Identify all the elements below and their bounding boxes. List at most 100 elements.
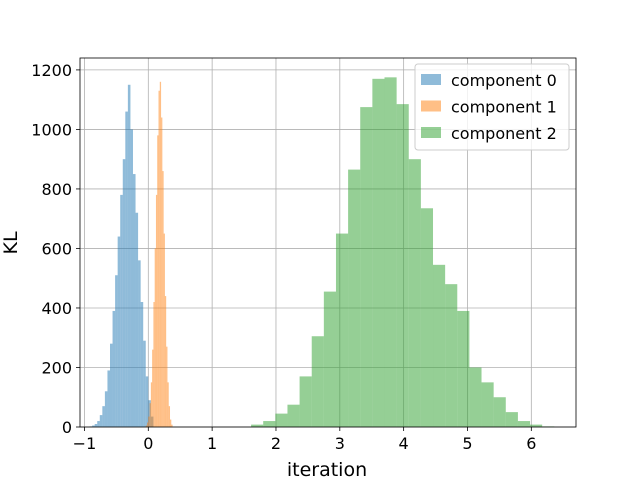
series-1-bars xyxy=(145,81,173,428)
histogram-bar xyxy=(148,400,151,427)
histogram-bar xyxy=(149,403,151,427)
histogram-bar xyxy=(469,367,482,427)
y-tick-label: 0 xyxy=(62,418,72,437)
legend-swatch xyxy=(421,127,441,138)
y-tick-label: 400 xyxy=(41,299,72,318)
histogram-bar xyxy=(135,212,139,427)
histogram-bar xyxy=(530,424,543,427)
histogram-bar xyxy=(360,107,373,428)
histogram-bar xyxy=(159,81,162,427)
y-tick-label: 1200 xyxy=(31,61,72,80)
x-tick-label: 2 xyxy=(271,434,281,453)
histogram-bar xyxy=(112,310,116,427)
y-tick-label: 600 xyxy=(41,239,72,258)
histogram-bar xyxy=(99,415,103,427)
histogram-bar xyxy=(166,346,168,427)
histogram-bar xyxy=(420,208,434,427)
histogram-bar xyxy=(161,117,163,428)
legend-swatch xyxy=(421,100,441,112)
legend-swatch xyxy=(421,74,441,85)
legend-entry-label: component 1 xyxy=(451,98,557,117)
series-2-bars xyxy=(251,77,555,428)
histogram-bars xyxy=(89,77,555,428)
histogram-bar xyxy=(335,233,349,427)
histogram-bar xyxy=(130,129,133,427)
y-tick-label: 1000 xyxy=(31,120,72,139)
histogram-bar xyxy=(505,412,518,427)
histogram-bar xyxy=(132,174,136,427)
histogram-bar xyxy=(372,78,385,428)
histogram-bar xyxy=(408,159,421,427)
histogram-bar xyxy=(107,370,111,427)
histogram-bar xyxy=(94,424,98,427)
histogram-bar xyxy=(263,421,276,427)
axes-frame xyxy=(79,57,577,428)
histogram-bar xyxy=(117,236,121,427)
legend-box xyxy=(414,63,570,151)
histogram-bar xyxy=(120,194,123,427)
histogram-bar xyxy=(125,111,128,427)
y-tick-label: 800 xyxy=(41,180,72,199)
histogram-bar xyxy=(143,340,146,427)
histogram-bar xyxy=(110,343,113,427)
histogram-bar xyxy=(457,310,470,427)
histogram-bar xyxy=(445,284,458,427)
x-tick-label: 4 xyxy=(399,434,409,453)
histogram-bar xyxy=(170,419,172,427)
histogram-bar xyxy=(155,194,158,427)
x-tick-label: 6 xyxy=(526,434,536,453)
x-tick-label: 0 xyxy=(143,434,153,453)
histogram-bar xyxy=(396,104,409,427)
histogram-bar xyxy=(102,406,105,427)
histogram-bar xyxy=(122,159,126,427)
histogram-bar xyxy=(251,424,264,427)
histogram-bar xyxy=(138,260,141,427)
legend: component 0 component 1 component 2 xyxy=(414,63,570,151)
histogram-bar xyxy=(150,382,153,427)
x-tick-label: 3 xyxy=(335,434,345,453)
histogram-bar xyxy=(157,135,159,427)
histogram-bar xyxy=(167,382,169,427)
histogram-bar xyxy=(97,421,100,427)
histogram-bar xyxy=(275,413,288,427)
histogram-bar xyxy=(145,376,149,427)
histogram-bar xyxy=(127,84,131,427)
histogram-bar xyxy=(164,296,167,427)
legend-entry-label: component 2 xyxy=(451,124,557,143)
y-axis-label: KL xyxy=(0,231,22,254)
histogram-bar xyxy=(163,233,165,427)
histogram-bar xyxy=(92,425,95,427)
x-tick-label: 5 xyxy=(462,434,472,453)
histogram-bar xyxy=(104,391,108,427)
histogram-bar xyxy=(158,90,160,427)
x-tick-label: 1 xyxy=(207,434,217,453)
histogram-bar xyxy=(348,169,361,427)
series-0-bars xyxy=(89,84,154,427)
x-tick-label: −1 xyxy=(73,434,97,453)
histogram-bar xyxy=(162,171,164,427)
histogram-bar xyxy=(168,406,171,427)
histogram-bar xyxy=(145,425,148,427)
axes-border xyxy=(79,57,577,428)
histogram-bar xyxy=(384,77,397,427)
histogram-bar xyxy=(517,421,531,427)
histogram-bar xyxy=(481,382,494,427)
histogram-bar xyxy=(153,302,155,427)
x-axis-label: iteration xyxy=(287,459,367,480)
histogram-bar xyxy=(154,248,156,427)
histogram-bar xyxy=(311,336,324,427)
histogram-bar xyxy=(299,376,312,427)
histogram-bar xyxy=(493,397,506,427)
histogram-bar xyxy=(323,291,336,427)
histogram-bar xyxy=(287,404,300,427)
histogram-bar xyxy=(140,302,144,427)
y-tick-label: 200 xyxy=(41,358,72,377)
histogram-bar xyxy=(147,422,149,427)
histogram-bar xyxy=(433,264,446,427)
legend-entry-label: component 0 xyxy=(451,71,557,90)
histogram-bar xyxy=(152,349,154,427)
histogram-bar xyxy=(171,424,173,427)
